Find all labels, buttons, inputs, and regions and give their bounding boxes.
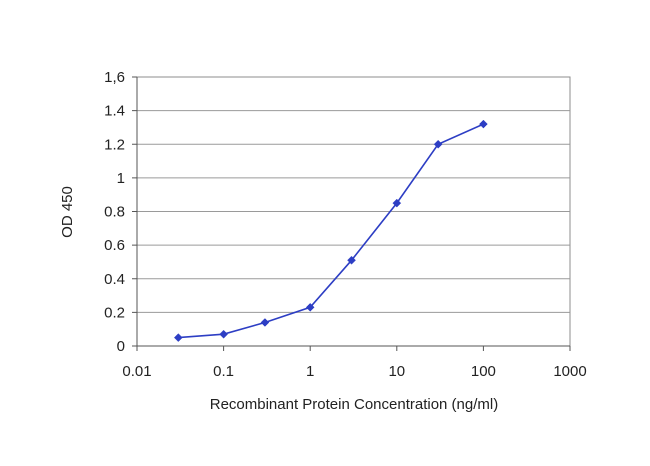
y-axis: 0 0.2 0.4 0.6 0.8 1 1.2 1.4 1,6 — [104, 69, 138, 355]
x-tick-label: 0.1 — [213, 363, 234, 380]
x-tick-label: 1 — [306, 363, 314, 380]
data-point — [260, 318, 270, 327]
y-tick-label: 1.4 — [104, 103, 125, 120]
grid-lines — [137, 110, 570, 313]
x-tick-label: 100 — [471, 363, 496, 380]
data-point — [433, 139, 443, 149]
x-axis-title: Recombinant Protein Concentration (ng/ml… — [210, 396, 498, 413]
data-point — [392, 198, 402, 208]
series-group — [173, 119, 488, 342]
data-point — [173, 333, 183, 342]
data-point — [479, 119, 488, 129]
y-tick-label: 1 — [117, 170, 125, 187]
y-tick-label: 0.6 — [104, 237, 125, 254]
x-axis: 0.01 0.1 1 10 100 1000 — [122, 345, 587, 380]
data-point — [347, 255, 356, 265]
data-point — [219, 329, 228, 339]
y-tick-label: 0.4 — [104, 271, 125, 288]
data-point — [305, 302, 315, 312]
x-tick-label: 0.01 — [122, 363, 151, 380]
series-line — [178, 123, 484, 339]
y-tick-label: 1.2 — [104, 136, 125, 153]
x-tick-label: 1000 — [553, 363, 586, 380]
y-tick-label: 0.2 — [104, 304, 125, 321]
x-tick-label: 10 — [388, 363, 405, 380]
y-tick-label: 0.8 — [104, 204, 125, 221]
y-axis-title: OD 450 — [59, 186, 76, 238]
y-tick-label: 1,6 — [104, 69, 125, 86]
y-tick-label: 0 — [117, 338, 125, 355]
